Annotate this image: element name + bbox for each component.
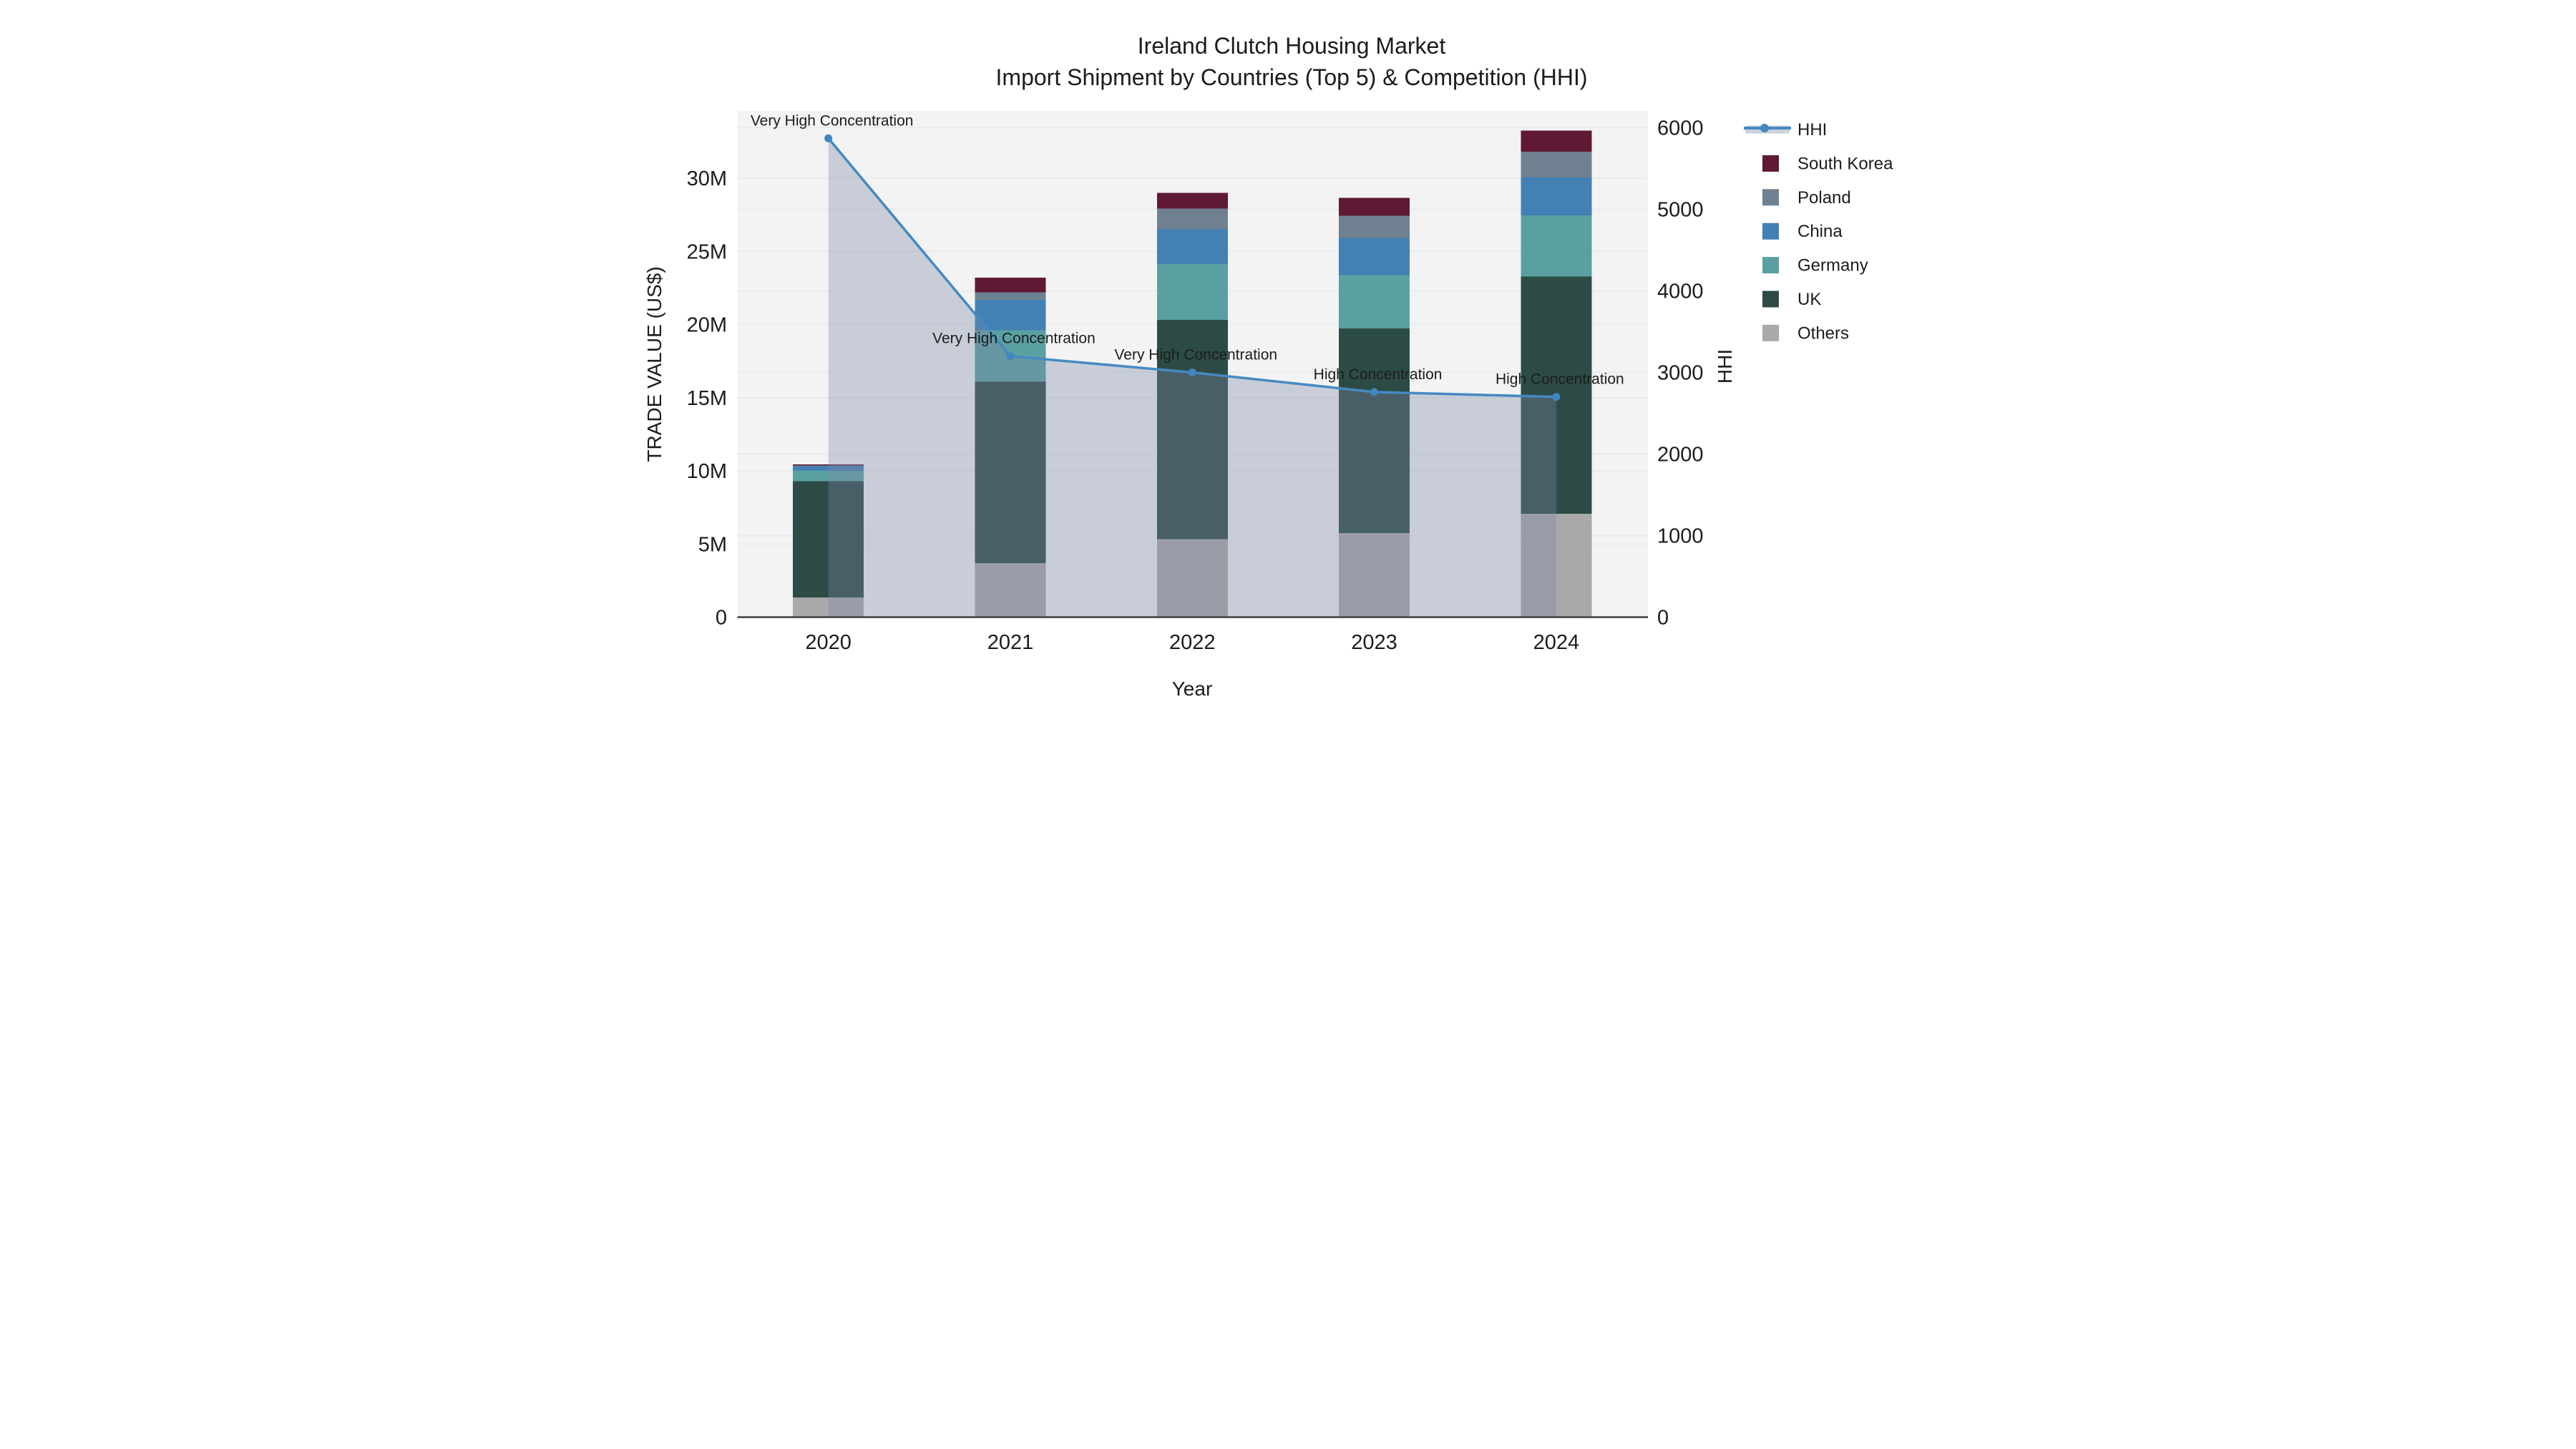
hhi-area-fill	[828, 138, 1556, 618]
legend-swatch-poland	[1762, 189, 1779, 206]
bar-segment-uk-2020[interactable]	[793, 481, 864, 597]
legend-swatch-south-korea	[1762, 155, 1779, 172]
bar-segment-germany-2024[interactable]	[1521, 215, 1592, 277]
bar-segment-china-2022[interactable]	[1156, 229, 1228, 265]
hhi-area	[828, 138, 1556, 618]
annotation-2023: High Concentration	[1314, 366, 1443, 383]
bar-segment-south-korea-2021[interactable]	[975, 278, 1046, 293]
bar-segment-south-korea-2024[interactable]	[1521, 130, 1592, 152]
bar-segment-south-korea-2020[interactable]	[793, 464, 864, 466]
y-right-tick-4000: 4000	[1657, 280, 1704, 303]
bar-segment-uk-2021[interactable]	[975, 381, 1046, 563]
y-right-tick-1000: 1000	[1657, 525, 1704, 547]
bar-segment-germany-2023[interactable]	[1339, 275, 1410, 328]
hhi-line-series	[824, 134, 1561, 401]
legend-item-germany[interactable]: Germany	[1762, 256, 1868, 275]
y-right-tick-2000: 2000	[1657, 443, 1704, 466]
y-right-tick-5000: 5000	[1657, 198, 1704, 221]
legend-item-others[interactable]: Others	[1762, 323, 1849, 343]
bar-segment-others-2022[interactable]	[1156, 539, 1228, 618]
y-left-tick-15M: 15M	[687, 387, 727, 410]
legend-label-hhi: HHI	[1797, 120, 1827, 140]
hhi-marker-2020[interactable]	[824, 134, 833, 142]
legend-swatch-china	[1762, 223, 1779, 240]
axis-tick-labels: 0 5M 10M 15M 20M 25M 30M 0 1000 2000 3000 4000 5000 6…	[687, 117, 1704, 654]
bar-segment-south-korea-2023[interactable]	[1339, 197, 1410, 216]
bar-segment-others-2020[interactable]	[793, 597, 864, 618]
legend-item-poland[interactable]: Poland	[1762, 188, 1851, 208]
x-tick-2022: 2022	[1169, 631, 1216, 654]
bar-segment-china-2021[interactable]	[975, 299, 1046, 331]
chart-title-line1: Ireland Clutch Housing Market	[1138, 33, 1446, 59]
legend-label-south-korea: South Korea	[1797, 154, 1893, 173]
legend-label-poland: Poland	[1797, 188, 1851, 208]
y-left-tick-30M: 30M	[687, 167, 727, 190]
legend-swatch-uk	[1762, 291, 1779, 308]
bar-segment-uk-2023[interactable]	[1339, 328, 1410, 534]
x-tick-2020: 2020	[805, 631, 852, 654]
y-right-axis-title: HHI	[1714, 349, 1736, 384]
x-tick-2023: 2023	[1351, 631, 1397, 654]
y-left-tick-20M: 20M	[687, 314, 727, 337]
y-right-tick-0: 0	[1657, 607, 1669, 630]
y-right-tick-6000: 6000	[1657, 117, 1704, 140]
legend-item-uk[interactable]: UK	[1762, 290, 1821, 309]
bar-segment-others-2024[interactable]	[1521, 513, 1592, 618]
bar-segment-poland-2021[interactable]	[975, 292, 1046, 300]
bar-segment-china-2023[interactable]	[1339, 238, 1410, 275]
hhi-marker-2022[interactable]	[1188, 368, 1196, 376]
legend-item-south-korea[interactable]: South Korea	[1762, 154, 1893, 173]
bar-segment-poland-2024[interactable]	[1521, 151, 1592, 177]
bar-segment-others-2023[interactable]	[1339, 533, 1410, 618]
bar-segment-others-2021[interactable]	[975, 562, 1046, 618]
y-left-tick-0: 0	[716, 607, 727, 630]
bar-segment-poland-2023[interactable]	[1339, 215, 1410, 238]
bar-segment-poland-2020[interactable]	[793, 465, 864, 467]
x-axis-title: Year	[1172, 678, 1213, 700]
annotation-2022: Very High Concentration	[1114, 346, 1277, 363]
legend-label-germany: Germany	[1797, 256, 1868, 275]
annotation-2024: High Concentration	[1496, 371, 1624, 388]
bar-segment-poland-2022[interactable]	[1156, 208, 1228, 230]
legend-label-uk: UK	[1797, 290, 1821, 309]
hhi-marker-2024[interactable]	[1552, 393, 1561, 401]
bar-segment-china-2024[interactable]	[1521, 177, 1592, 215]
legend-swatch-others	[1762, 324, 1779, 341]
legend-item-china[interactable]: China	[1762, 222, 1843, 241]
bar-segment-germany-2020[interactable]	[793, 470, 864, 482]
annotation-2021: Very High Concentration	[932, 331, 1096, 347]
x-tick-2024: 2024	[1533, 631, 1580, 654]
y-left-axis-title: TRADE VALUE (US$)	[644, 266, 665, 462]
bar-segment-china-2020[interactable]	[793, 466, 864, 471]
y-left-tick-5M: 5M	[698, 533, 727, 556]
bar-segment-uk-2022[interactable]	[1156, 319, 1228, 540]
legend: HHI South Korea Poland China Germany UK Others	[1744, 120, 1893, 343]
y-left-tick-10M: 10M	[687, 460, 727, 483]
legend-label-china: China	[1797, 222, 1843, 241]
legend-swatch-germany	[1762, 257, 1779, 274]
annotation-2020: Very High Concentration	[751, 112, 914, 129]
bar-segment-south-korea-2022[interactable]	[1156, 192, 1228, 209]
hhi-marker-2021[interactable]	[1006, 352, 1015, 361]
legend-label-others: Others	[1797, 323, 1849, 343]
y-left-tick-25M: 25M	[687, 240, 727, 263]
hhi-import-chart: Very High Concentration Very High Concent…	[644, 33, 1893, 700]
legend-item-hhi[interactable]: HHI	[1744, 120, 1827, 140]
y-right-tick-3000: 3000	[1657, 361, 1704, 384]
bar-segment-germany-2022[interactable]	[1156, 264, 1228, 320]
x-tick-2021: 2021	[987, 631, 1034, 654]
annotations: Very High Concentration Very High Concent…	[751, 112, 1624, 387]
hhi-legend-marker	[1760, 124, 1769, 132]
hhi-marker-2023[interactable]	[1370, 388, 1379, 396]
chart-title-line2: Import Shipment by Countries (Top 5) & C…	[996, 64, 1588, 90]
